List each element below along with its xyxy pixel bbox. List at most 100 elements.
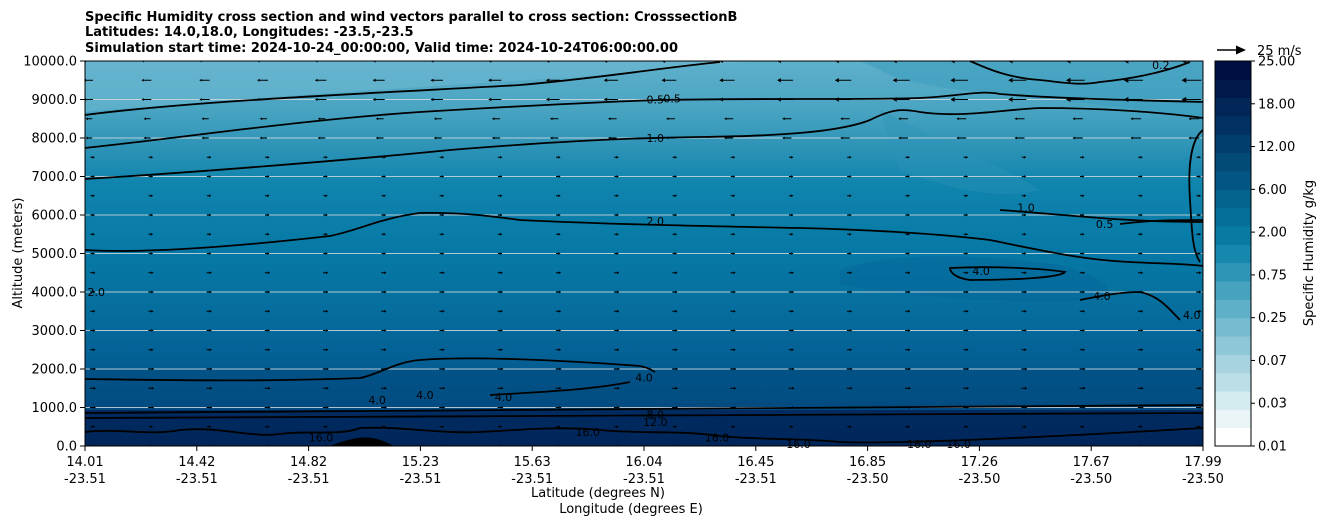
wind-vector <box>788 329 795 332</box>
wind-vector <box>264 309 271 313</box>
wind-vector <box>555 290 562 294</box>
wind-vector <box>1072 136 1083 140</box>
wind-vector <box>905 271 911 275</box>
colorbar-band <box>1215 134 1251 154</box>
y-tick-label: 3000.0 <box>32 324 78 339</box>
wind-vector <box>556 155 561 159</box>
wind-vector <box>1196 329 1202 332</box>
contour-label: 16.0 <box>309 432 334 445</box>
wind-vector <box>724 117 734 121</box>
wind-vector <box>905 425 910 429</box>
wind-vector <box>206 367 213 371</box>
wind-vector <box>1021 232 1027 236</box>
wind-vector <box>672 194 678 198</box>
colorbar-band <box>1215 171 1251 190</box>
wind-vector <box>1079 232 1085 236</box>
wind-vector <box>439 329 445 332</box>
wind-vector <box>1138 232 1143 236</box>
x-tick-label-lat: 14.82 <box>290 455 327 470</box>
wind-vector <box>963 232 969 236</box>
wind-vector <box>847 155 852 159</box>
wind-vector <box>1196 175 1201 178</box>
colorbar-band <box>1215 409 1251 429</box>
wind-vector <box>206 386 213 390</box>
wind-vector <box>148 329 154 332</box>
colorbar-tick-label: 0.01 <box>1258 440 1287 455</box>
wind-vector <box>834 61 852 64</box>
wind-vector <box>1138 425 1143 429</box>
wind-vector <box>90 348 96 352</box>
wind-vector <box>834 78 852 83</box>
wind-vector <box>259 136 268 140</box>
wind-vector <box>491 117 501 121</box>
wind-vector <box>672 232 678 236</box>
contour-label: 16.0 <box>705 432 730 445</box>
wind-vector <box>603 78 618 83</box>
wind-vector <box>257 98 268 101</box>
y-tick-label: 1000.0 <box>32 401 78 416</box>
wind-vector <box>788 406 795 409</box>
wind-vector <box>846 290 853 294</box>
wind-vector <box>323 271 329 275</box>
wind-vector <box>206 155 212 159</box>
wind-vector <box>1008 97 1027 102</box>
colorbar-tick-label: 6.00 <box>1258 183 1287 198</box>
wind-vector <box>730 194 736 198</box>
wind-vector <box>90 290 96 294</box>
wind-vector <box>661 78 677 83</box>
wind-vector <box>1137 406 1144 409</box>
wind-vector <box>90 329 96 332</box>
wind-vector <box>90 232 95 236</box>
wind-vector <box>90 194 95 198</box>
wind-vector <box>1079 271 1086 275</box>
wind-vector <box>608 117 617 121</box>
wind-vector <box>265 232 270 236</box>
wind-vector <box>846 367 853 371</box>
wind-vector <box>788 194 794 198</box>
contour-label: 16.0 <box>576 426 601 439</box>
wind-vector <box>265 425 270 429</box>
wind-vector <box>905 348 911 352</box>
wind-vector <box>666 117 675 121</box>
wind-vector <box>206 252 212 255</box>
wind-vector <box>1196 194 1201 198</box>
wind-vector <box>497 175 503 178</box>
x-axis: 14.01 -23.51 14.42 -23.51 14.82 -23.51 15.23 -2… <box>64 446 1224 487</box>
wind-vector <box>439 155 445 159</box>
wind-vector <box>90 367 96 371</box>
contour-4.0 <box>85 357 656 382</box>
contour-label: 0.5 <box>1096 218 1114 231</box>
y-tick-label: 9000.0 <box>32 93 78 108</box>
wind-vector <box>1137 290 1144 294</box>
y-tick-label: 6000.0 <box>32 209 78 224</box>
wind-vector <box>1079 386 1086 390</box>
wind-vector <box>381 309 387 313</box>
contour-label: 16.0 <box>907 438 932 451</box>
colorbar-band <box>1215 281 1251 300</box>
x-tick-label-lon: -23.50 <box>958 472 1000 487</box>
y-tick-label: 0.0 <box>56 440 77 455</box>
wind-vector <box>905 155 910 159</box>
wind-vector <box>603 97 618 102</box>
wind-vector <box>846 309 853 313</box>
wind-vector <box>381 175 387 178</box>
wind-vector <box>556 232 561 236</box>
wind-vector <box>614 252 619 255</box>
wind-vector <box>497 290 503 294</box>
wind-vector <box>1065 61 1085 64</box>
wind-vector <box>1196 348 1202 352</box>
wind-vector <box>381 155 387 159</box>
wind-vector <box>148 194 154 198</box>
wind-vector <box>323 155 328 159</box>
x-tick-label-lon: -23.51 <box>735 472 777 487</box>
contour-label: 4.0 <box>972 265 990 278</box>
wind-vector <box>497 252 503 255</box>
wind-vector <box>90 252 95 255</box>
colorbar-tick-label: 2.00 <box>1258 226 1287 241</box>
wind-vector <box>1021 213 1027 217</box>
wind-vector <box>372 78 385 82</box>
wind-vector <box>963 367 970 371</box>
wind-vector <box>206 232 212 236</box>
wind-vector <box>314 78 327 82</box>
wind-vector <box>555 271 562 275</box>
